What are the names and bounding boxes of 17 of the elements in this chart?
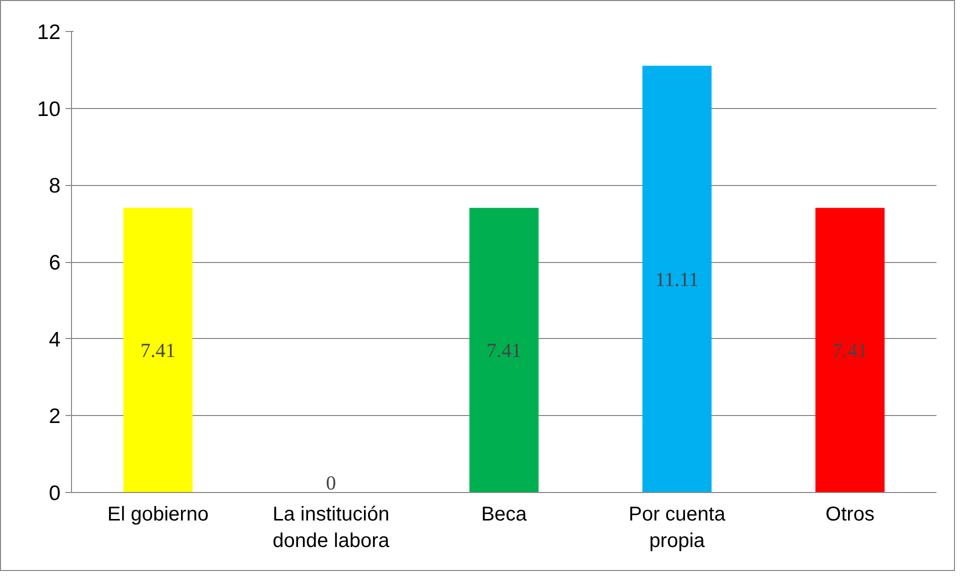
data-label: 7.41 xyxy=(140,340,176,362)
data-label: 11.11 xyxy=(655,269,699,292)
y-tick-label: 12 xyxy=(37,21,60,44)
y-tick-label: 4 xyxy=(48,328,61,352)
y-tick-label: 8 xyxy=(48,174,61,198)
y-tick-label: 10 xyxy=(37,98,60,121)
data-label: 0 xyxy=(326,472,336,494)
x-tick-label: Por cuenta propia xyxy=(628,504,726,552)
x-tick-label: El gobierno xyxy=(107,504,209,526)
y-tick-label: 2 xyxy=(48,405,61,428)
y-tick-label: 6 xyxy=(48,252,61,274)
data-label: 7.41 xyxy=(486,340,522,362)
x-tick-label: Otros xyxy=(826,504,874,526)
x-tick-label: Beca xyxy=(481,504,528,526)
x-tick-label: La institución donde labora xyxy=(272,504,390,552)
y-tick-label: 0 xyxy=(48,482,61,505)
data-label: 7.41 xyxy=(832,340,868,362)
